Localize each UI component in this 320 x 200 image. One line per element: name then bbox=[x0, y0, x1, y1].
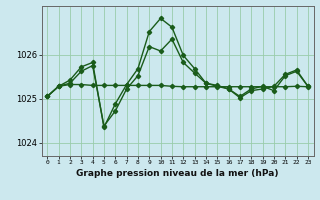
X-axis label: Graphe pression niveau de la mer (hPa): Graphe pression niveau de la mer (hPa) bbox=[76, 169, 279, 178]
